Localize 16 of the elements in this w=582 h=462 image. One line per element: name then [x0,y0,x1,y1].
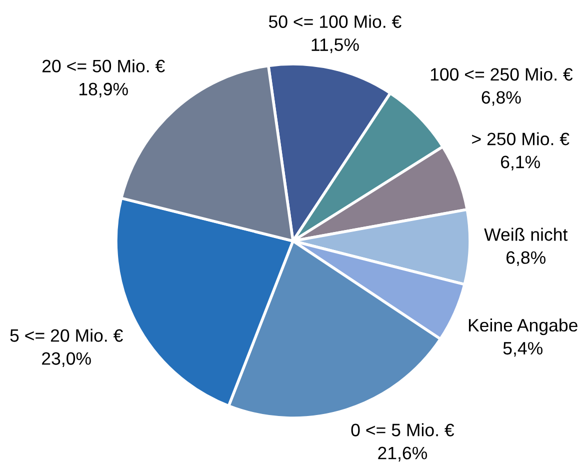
data-label: 6,8% [506,251,546,266]
data-label: 6,1% [501,156,540,170]
slice-label: 20 <= 50 Mio. € [42,59,165,72]
slice-label: Weiß nicht [484,228,568,241]
slice-label: 0 <= 5 Mio. € [351,423,454,436]
data-label: 6,8% [482,91,521,106]
data-label: 18,9% [80,82,128,98]
data-label: 23,0% [42,352,91,367]
data-label: 21,6% [378,446,428,462]
slice-label: 50 <= 100 Mio. € [268,14,402,28]
data-label: 5,4% [503,342,542,357]
slice-label: 100 <= 250 Mio. € [430,68,573,81]
data-label: 11,5% [312,38,359,54]
slice-label: > 250 Mio. € [472,132,570,146]
slice-label: 5 <= 20 Mio. € [10,328,123,342]
slice-label: Keine Angabe [468,318,578,336]
